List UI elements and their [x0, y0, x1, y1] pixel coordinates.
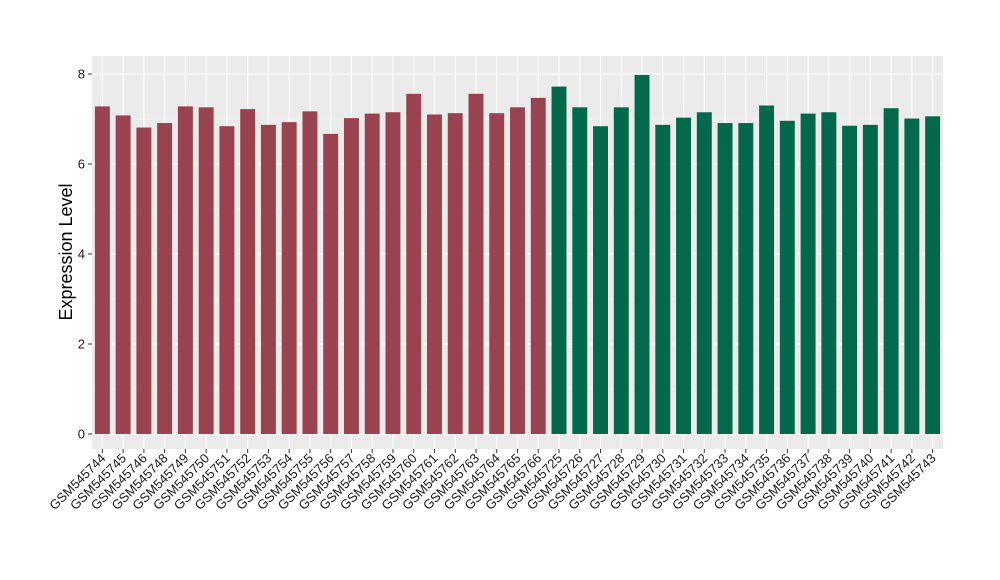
bar-GSM545729 — [634, 74, 650, 435]
bar-GSM545757 — [343, 118, 359, 434]
bar-GSM545763 — [468, 93, 484, 435]
bar-GSM545756 — [323, 133, 339, 434]
bar-GSM545728 — [613, 107, 629, 435]
bar-GSM545735 — [759, 105, 775, 434]
y-tick-label: 8 — [78, 67, 85, 82]
bar-GSM545743 — [925, 116, 941, 435]
bar-GSM545732 — [696, 112, 712, 434]
bar-GSM545740 — [862, 124, 878, 434]
bar-GSM545737 — [800, 113, 816, 434]
bar-GSM545750 — [198, 107, 214, 435]
bar-GSM545751 — [219, 126, 235, 434]
bar-GSM545764 — [489, 113, 505, 435]
bar-GSM545766 — [530, 97, 546, 434]
bar-GSM545754 — [281, 122, 297, 435]
bar-GSM545726 — [572, 107, 588, 435]
bar-GSM545733 — [717, 123, 733, 435]
bar-GSM545745 — [115, 115, 131, 435]
bar-GSM545739 — [842, 125, 858, 434]
bar-GSM545742 — [904, 118, 920, 435]
bar-GSM545725 — [551, 86, 567, 434]
bar-GSM545730 — [655, 124, 671, 434]
bar-GSM545746 — [136, 127, 152, 435]
y-tick-label: 0 — [78, 427, 85, 442]
bar-GSM545748 — [157, 123, 173, 435]
bar-GSM545727 — [593, 126, 608, 434]
bar-GSM545759 — [385, 112, 401, 434]
y-tick-label: 6 — [78, 157, 85, 172]
bar-GSM545734 — [738, 123, 754, 435]
bar-GSM545744 — [94, 106, 110, 435]
y-axis: 0 2 4 6 8 — [78, 67, 92, 442]
bars — [94, 74, 941, 435]
bar-GSM545731 — [676, 117, 692, 435]
bar-GSM545762 — [447, 113, 463, 435]
bar-GSM545760 — [406, 93, 422, 435]
bar-GSM545755 — [302, 111, 318, 434]
bar-GSM545758 — [364, 113, 380, 434]
bar-GSM545741 — [883, 108, 899, 434]
bar-GSM545738 — [821, 112, 837, 434]
y-tick-label: 2 — [78, 337, 85, 352]
bar-GSM545752 — [240, 109, 256, 434]
bar-GSM545736 — [779, 120, 795, 435]
y-tick-label: 4 — [78, 247, 85, 262]
bar-GSM545761 — [427, 114, 442, 434]
bar-GSM545753 — [260, 124, 276, 434]
bar-GSM545765 — [510, 107, 525, 435]
bar-GSM545749 — [177, 106, 193, 435]
y-axis-title: Expression Level — [56, 183, 76, 320]
x-axis: GSM545744GSM545745GSM545746GSM545748GSM5… — [46, 449, 939, 513]
